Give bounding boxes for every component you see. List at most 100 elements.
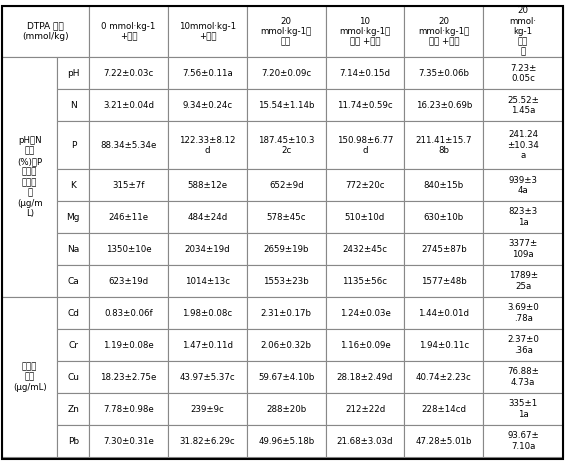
Bar [483,6,563,57]
Text: K: K [71,181,76,190]
Text: 652±9d: 652±9d [269,181,303,190]
Bar [89,393,168,425]
Text: 288±20b: 288±20b [266,405,306,414]
Bar [325,297,405,329]
Text: 228±14cd: 228±14cd [421,405,466,414]
Text: 1.47±0.11d: 1.47±0.11d [182,341,233,349]
Bar [58,425,89,457]
Text: 0 mmol·kg-1
+植物: 0 mmol·kg-1 +植物 [102,22,156,41]
Bar [405,425,483,457]
Bar [247,265,325,297]
Bar [2,6,89,57]
Text: 47.28±5.01b: 47.28±5.01b [415,437,472,445]
Text: 1553±23b: 1553±23b [263,277,309,286]
Text: Ca: Ca [67,277,79,286]
Text: 7.14±0.15d: 7.14±0.15d [340,69,390,78]
Bar [405,297,483,329]
Bar [483,233,563,265]
Bar [58,169,89,201]
Bar [168,201,247,233]
Bar [325,57,405,89]
Text: 9.34±0.24c: 9.34±0.24c [182,101,233,110]
Bar [58,297,89,329]
Bar [168,393,247,425]
Text: 241.24
±10.34
a: 241.24 ±10.34 a [507,130,539,160]
Text: 7.35±0.06b: 7.35±0.06b [418,69,470,78]
Text: 7.78±0.98e: 7.78±0.98e [103,405,154,414]
Text: 510±10d: 510±10d [345,213,385,222]
Bar [168,361,247,393]
Bar [58,57,89,89]
Bar [168,425,247,457]
Text: 211.41±15.7
8b: 211.41±15.7 8b [415,136,472,155]
Text: 16.23±0.69b: 16.23±0.69b [416,101,472,110]
Text: 150.98±6.77
d: 150.98±6.77 d [337,136,393,155]
Bar [405,57,483,89]
Bar [405,121,483,169]
Bar [247,425,325,457]
Bar [405,89,483,121]
Text: 1.16±0.09e: 1.16±0.09e [340,341,390,349]
Text: 2034±19d: 2034±19d [185,245,231,254]
Text: 7.20±0.09c: 7.20±0.09c [261,69,311,78]
Bar [89,201,168,233]
Text: Pb: Pb [68,437,79,445]
Bar [247,233,325,265]
Bar [325,169,405,201]
Bar [325,265,405,297]
Text: 2.06±0.32b: 2.06±0.32b [260,341,312,349]
Text: 28.18±2.49d: 28.18±2.49d [337,372,393,382]
Text: 623±19d: 623±19d [108,277,149,286]
Bar [168,297,247,329]
Bar [168,57,247,89]
Bar [168,6,247,57]
Bar [483,57,563,89]
Bar [325,393,405,425]
Text: Cr: Cr [68,341,79,349]
Text: 1.19±0.08e: 1.19±0.08e [103,341,154,349]
Bar [483,121,563,169]
Text: 7.30±0.31e: 7.30±0.31e [103,437,154,445]
Bar [325,89,405,121]
Bar [483,169,563,201]
Text: 2745±87b: 2745±87b [421,245,467,254]
Bar [89,297,168,329]
Bar [247,121,325,169]
Text: 246±11e: 246±11e [108,213,149,222]
Text: 315±7f: 315±7f [112,181,145,190]
Text: 40.74±2.23c: 40.74±2.23c [416,372,472,382]
Bar [58,329,89,361]
Bar [325,425,405,457]
Bar [247,89,325,121]
Bar [89,6,168,57]
Bar [168,329,247,361]
Text: 7.56±0.11a: 7.56±0.11a [182,69,233,78]
Text: 93.67±
7.10a: 93.67± 7.10a [507,431,539,451]
Text: 1.94±0.11c: 1.94±0.11c [419,341,469,349]
Bar [89,361,168,393]
Text: Na: Na [67,245,80,254]
Text: Mg: Mg [67,213,80,222]
Text: 2.37±0
.36a: 2.37±0 .36a [507,336,539,355]
Bar [405,233,483,265]
Bar [325,201,405,233]
Bar [89,265,168,297]
Text: 59.67±4.10b: 59.67±4.10b [258,372,314,382]
Bar [247,169,325,201]
Text: 1.98±0.08c: 1.98±0.08c [182,308,233,318]
Bar [89,57,168,89]
Bar [58,361,89,393]
Bar [247,361,325,393]
Bar [405,265,483,297]
Text: 10mmol·kg-1
+植物: 10mmol·kg-1 +植物 [179,22,236,41]
Text: 15.54±1.14b: 15.54±1.14b [258,101,315,110]
Text: 630±10b: 630±10b [424,213,464,222]
Text: 7.22±0.03c: 7.22±0.03c [103,69,154,78]
Bar [58,393,89,425]
Text: Cu: Cu [67,372,79,382]
Text: 20
mmol·
kg-1
无植
物: 20 mmol· kg-1 无植 物 [510,6,537,57]
Text: 212±22d: 212±22d [345,405,385,414]
Bar [405,169,483,201]
Bar [89,233,168,265]
Text: 939±3
4a: 939±3 4a [508,176,537,195]
